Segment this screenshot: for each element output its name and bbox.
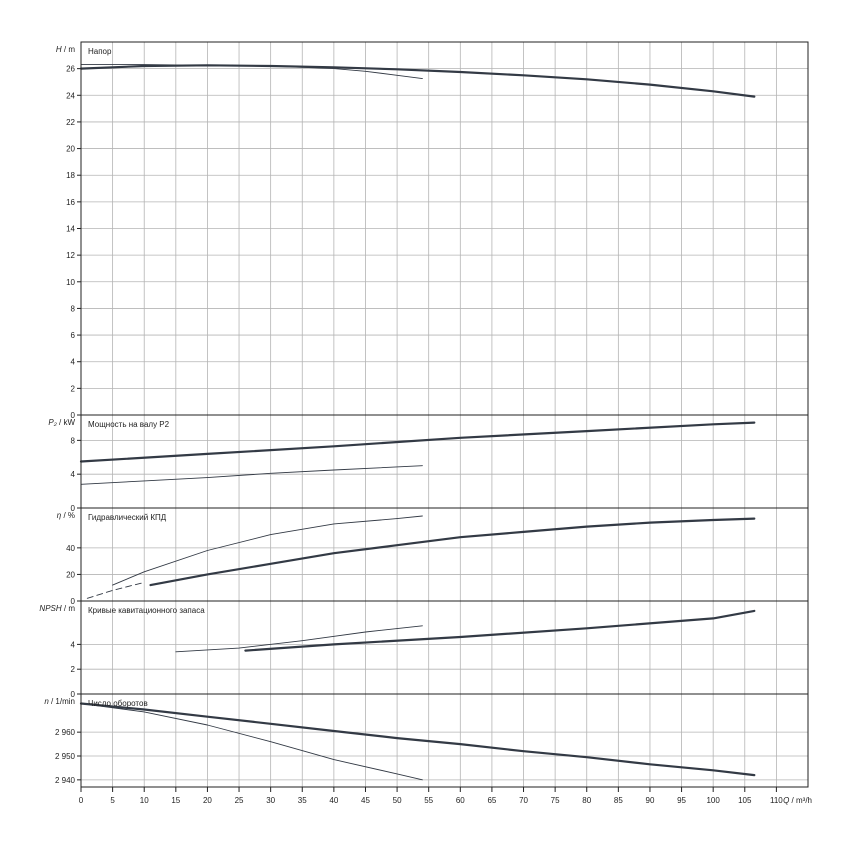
curve-thick-0 [79, 421, 756, 463]
y-axis-label: NPSH / m [39, 604, 75, 613]
curve-thin-dashed-2 [86, 581, 145, 599]
panel-2: 0 20 40 Гидравлический КПД η / % [57, 507, 809, 606]
y-tick-label: 14 [66, 225, 75, 234]
x-tick-label: 0 [79, 796, 84, 805]
y-tick-label: 22 [66, 118, 75, 127]
x-tick-label: 100 [706, 796, 720, 805]
y-tick-label: 16 [66, 198, 75, 207]
panel-title: Гидравлический КПД [88, 513, 167, 522]
y-tick-label: 4 [71, 640, 76, 649]
y-tick-label: 6 [71, 331, 76, 340]
x-tick-label: 45 [361, 796, 370, 805]
y-axis-label: P₂ / kW [48, 418, 75, 427]
y-axis-label: η / % [57, 511, 75, 520]
panel-frame [80, 414, 809, 509]
x-tick-label: 110 [770, 796, 783, 805]
panel-title: Мощность на валу P2 [88, 420, 170, 429]
x-tick-label: 10 [140, 796, 149, 805]
curve-thick-0 [79, 702, 756, 777]
x-tick-label: 55 [424, 796, 433, 805]
y-tick-label: 10 [66, 278, 75, 287]
x-tick-label: 105 [738, 796, 752, 805]
y-tick-label: 20 [66, 570, 75, 579]
y-axis-label: H / m [56, 45, 75, 54]
x-tick-label: 20 [203, 796, 212, 805]
curve-thin-1 [80, 64, 423, 80]
y-tick-label: 18 [66, 171, 75, 180]
y-tick-label: 0 [71, 504, 76, 513]
x-tick-label: 25 [235, 796, 244, 805]
y-tick-label: 8 [71, 304, 76, 313]
x-tick-label: 60 [456, 796, 465, 805]
x-tick-label: 85 [614, 796, 623, 805]
x-tick-label: 95 [677, 796, 686, 805]
panel-frame [80, 507, 809, 602]
y-axis-label: n / 1/min [44, 697, 75, 706]
panel-3: 0 2 4 Кривые кавитационного запаса NPSH / m [39, 600, 809, 699]
x-tick-label: 30 [266, 796, 275, 805]
curve-thin-1 [112, 515, 423, 586]
y-tick-label: 4 [71, 358, 76, 367]
x-tick-label: 70 [519, 796, 528, 805]
y-tick-label: 2 [71, 665, 76, 674]
y-tick-label: 4 [71, 470, 76, 479]
curve-thin-1 [80, 703, 423, 781]
curve-thin-1 [80, 465, 423, 485]
x-tick-label: 80 [582, 796, 591, 805]
y-tick-label: 0 [71, 411, 76, 420]
x-tick-label: 40 [329, 796, 338, 805]
y-tick-label: 0 [71, 690, 76, 699]
y-tick-label: 2 960 [55, 728, 76, 737]
x-tick-label: 35 [298, 796, 307, 805]
y-tick-label: 2 [71, 384, 76, 393]
panel-4: 2 940 2 950 2 960 Число оборотов n / 1/min [44, 693, 809, 788]
curve-thin-1 [175, 625, 423, 653]
x-tick-label: 15 [171, 796, 180, 805]
y-tick-label: 2 940 [55, 776, 76, 785]
y-tick-label: 8 [71, 436, 76, 445]
y-tick-label: 12 [66, 251, 75, 260]
panel-frame [80, 693, 809, 788]
y-tick-label: 2 950 [55, 752, 76, 761]
x-tick-label: 50 [393, 796, 402, 805]
y-tick-label: 40 [66, 544, 75, 553]
panel-title: Кривые кавитационного запаса [88, 606, 205, 615]
y-tick-label: 24 [66, 91, 75, 100]
x-tick-label: 5 [110, 796, 115, 805]
y-tick-label: 26 [66, 65, 75, 74]
x-axis-label: Q / m³/h [783, 796, 812, 805]
curve-thick-0 [244, 609, 756, 652]
y-tick-label: 20 [66, 145, 75, 154]
panel-title: Напор [88, 47, 112, 56]
x-tick-label: 90 [646, 796, 655, 805]
x-axis: 0 5 10 15 20 25 30 35 40 45 50 55 60 65 70 75 80 85 90 95 10… [79, 787, 812, 805]
panel-title: Число оборотов [88, 699, 148, 708]
panel-1: 0 4 8 Мощность на валу P2 P₂ / kW [48, 414, 809, 513]
x-tick-label: 75 [551, 796, 560, 805]
curve-thick-0 [79, 64, 756, 98]
y-tick-label: 0 [71, 597, 76, 606]
x-tick-label: 65 [487, 796, 496, 805]
curve-thick-0 [149, 517, 756, 587]
